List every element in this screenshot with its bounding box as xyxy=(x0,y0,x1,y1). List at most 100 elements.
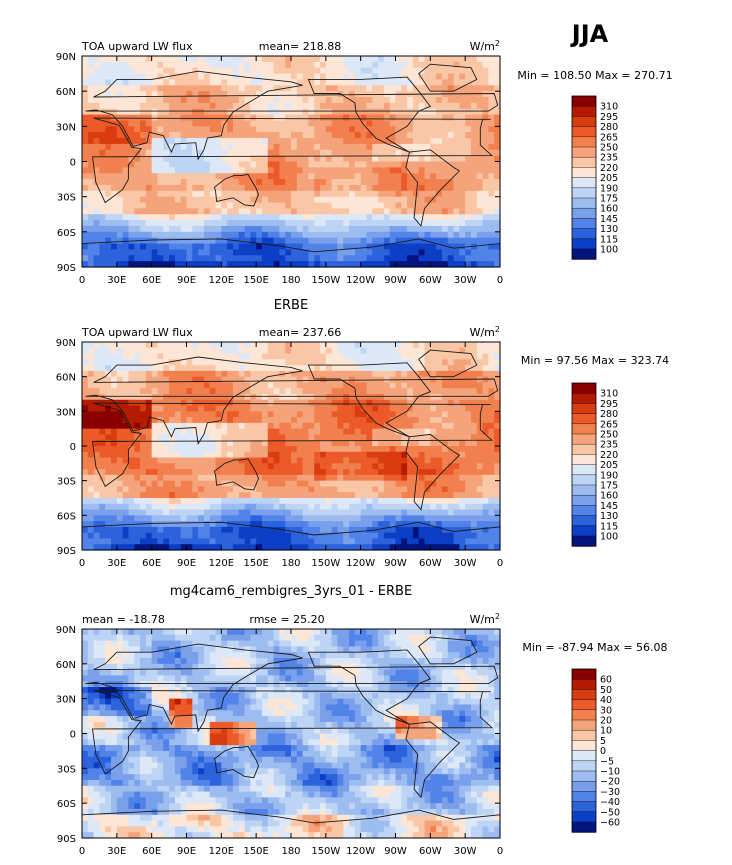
heatmap-cell xyxy=(134,457,141,464)
heatmap-cell xyxy=(261,161,269,168)
heatmap-cell xyxy=(412,108,420,116)
heatmap-cell xyxy=(407,422,414,430)
heatmap-cell xyxy=(325,225,333,233)
heatmap-cell xyxy=(99,255,106,262)
heatmap-cell xyxy=(430,463,437,470)
heatmap-cell xyxy=(395,196,402,204)
heatmap-cell xyxy=(320,509,327,516)
heatmap-cell xyxy=(407,73,414,81)
heatmap-cell xyxy=(349,255,356,262)
heatmap-cell xyxy=(378,457,385,464)
heatmap-cell xyxy=(180,56,188,63)
heatmap-cell xyxy=(163,480,170,488)
heatmap-cell xyxy=(99,231,106,239)
heatmap-cell xyxy=(337,428,344,436)
heatmap-cell xyxy=(93,388,101,395)
heatmap-cell xyxy=(238,120,246,127)
heatmap-cell xyxy=(174,434,182,441)
heatmap-cell xyxy=(343,161,350,168)
heatmap-cell xyxy=(279,434,286,441)
heatmap-cell xyxy=(116,422,124,430)
heatmap-cell xyxy=(169,79,176,86)
heatmap-cell xyxy=(209,249,217,256)
heatmap-cell xyxy=(192,463,199,470)
heatmap-cell xyxy=(337,208,344,215)
heatmap-cell xyxy=(424,143,431,151)
heatmap-cell xyxy=(418,102,426,110)
map-panel-1: mg4cam6_rembigres_3yrs_01 (yrs 1-3)030E6… xyxy=(56,39,673,287)
heatmap-cell xyxy=(111,143,118,151)
heatmap-cell xyxy=(163,428,170,436)
heatmap-cell xyxy=(87,61,95,69)
heatmap-cell xyxy=(145,480,153,488)
heatmap-cell xyxy=(285,85,292,92)
heatmap-cell xyxy=(250,132,257,139)
heatmap-cell xyxy=(227,167,234,174)
heatmap-cell xyxy=(424,202,431,209)
heatmap-cell xyxy=(412,138,420,145)
heatmap-cell xyxy=(331,202,339,209)
heatmap-cell xyxy=(151,61,159,69)
heatmap-cell xyxy=(291,451,298,459)
heatmap-cell xyxy=(389,202,397,209)
heatmap-cell xyxy=(418,422,426,430)
heatmap-cell xyxy=(395,179,402,186)
heatmap-cell xyxy=(221,492,228,499)
heatmap-cell xyxy=(343,353,350,360)
heatmap-cell xyxy=(122,486,130,493)
heatmap-cell xyxy=(157,388,164,395)
heatmap-cell xyxy=(412,509,420,516)
heatmap-cell xyxy=(273,440,280,447)
heatmap-cell xyxy=(372,388,379,395)
heatmap-cell xyxy=(360,143,368,151)
heatmap-cell xyxy=(145,440,153,447)
heatmap-cell xyxy=(209,190,217,198)
heatmap-cell xyxy=(407,249,414,256)
heatmap-cell xyxy=(174,196,182,204)
heatmap-cell xyxy=(325,220,333,227)
heatmap-cell xyxy=(291,220,298,227)
heatmap-cell xyxy=(320,179,327,186)
heatmap-cell xyxy=(349,428,356,436)
heatmap-cell xyxy=(134,474,141,482)
heatmap-cell xyxy=(482,451,489,459)
heatmap-cell xyxy=(302,196,310,204)
heatmap-cell xyxy=(232,120,240,127)
heatmap-cell xyxy=(227,463,234,470)
heatmap-cell xyxy=(134,388,141,395)
heatmap-cell xyxy=(140,179,147,186)
heatmap-cell xyxy=(93,102,101,110)
heatmap-cell xyxy=(227,85,234,92)
heatmap-cell xyxy=(331,179,339,186)
heatmap-cell xyxy=(227,446,234,453)
heatmap-cell xyxy=(383,155,391,163)
heatmap-cell xyxy=(82,480,89,488)
heatmap-cell xyxy=(105,173,112,180)
heatmap-cell xyxy=(256,451,263,459)
heatmap-cell xyxy=(465,161,472,168)
heatmap-cell xyxy=(122,255,130,262)
heatmap-cell xyxy=(209,61,217,69)
heatmap-cell xyxy=(447,474,455,482)
heatmap-cell xyxy=(99,474,106,482)
heatmap-cell xyxy=(273,394,280,401)
heatmap-cell xyxy=(186,73,193,81)
heatmap-cell xyxy=(93,155,101,163)
heatmap-cell xyxy=(488,498,495,505)
heatmap-cell xyxy=(256,417,263,424)
heatmap-cell xyxy=(261,102,269,110)
heatmap-cell xyxy=(261,67,269,75)
heatmap-cell xyxy=(441,143,449,151)
heatmap-cell xyxy=(401,56,408,63)
heatmap-cell xyxy=(261,399,269,407)
heatmap-cell xyxy=(378,353,385,360)
heatmap-cell xyxy=(470,370,478,378)
heatmap-cell xyxy=(407,261,414,268)
heatmap-cell xyxy=(111,196,118,204)
heatmap-cell xyxy=(308,179,315,186)
heatmap-cell xyxy=(99,457,106,464)
heatmap-cell xyxy=(174,249,182,256)
heatmap-cell xyxy=(459,399,466,407)
heatmap-cell xyxy=(232,231,240,239)
